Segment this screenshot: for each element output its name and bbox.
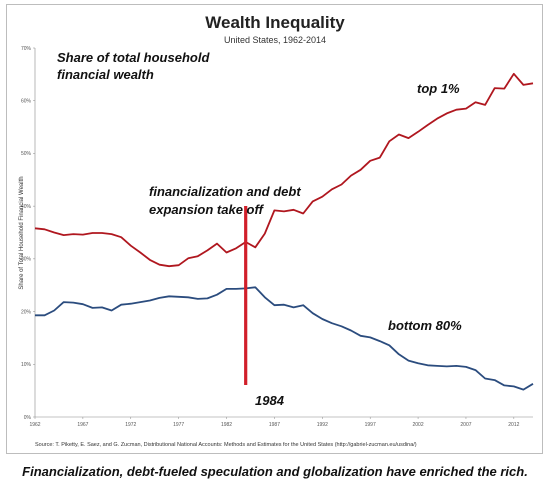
top1-series-label: top 1% — [417, 81, 460, 96]
marker-year-label: 1984 — [255, 393, 285, 408]
y-tick-label: 30% — [21, 257, 32, 263]
chart-subtitle: United States, 1962-2014 — [224, 35, 326, 45]
wealth-share-annotation-line2: financial wealth — [57, 67, 154, 82]
chart-frame: Wealth Inequality United States, 1962-20… — [6, 4, 543, 454]
x-tick-label: 1962 — [29, 422, 40, 428]
x-tick-label: 1992 — [317, 422, 328, 428]
y-tick-label: 0% — [24, 415, 32, 421]
series-layer — [34, 72, 534, 391]
y-axis-label: Share of Total Household Financial Wealt… — [19, 176, 25, 289]
y-tick-label: 40% — [21, 204, 32, 210]
financialization-annotation-line1: financialization and debt — [149, 184, 301, 199]
financialization-annotation-line2: expansion take off — [149, 202, 265, 217]
x-tick-label: 1997 — [365, 422, 376, 428]
bottom80-series-label: bottom 80% — [388, 318, 462, 333]
x-tick-label: 1987 — [269, 422, 280, 428]
y-tick-label: 20% — [21, 309, 32, 315]
x-tick-label: 1982 — [221, 422, 232, 428]
x-tick-label: 1972 — [125, 422, 136, 428]
series-line-bottom80 — [35, 286, 534, 391]
y-tick-label: 70% — [21, 46, 32, 52]
wealth-chart: Wealth Inequality United States, 1962-20… — [19, 13, 534, 448]
series-line-top1 — [34, 72, 534, 268]
x-tick-label: 2007 — [460, 422, 471, 428]
y-tick-label: 50% — [21, 151, 32, 157]
x-tick-label: 2002 — [413, 422, 424, 428]
axes: 0% 10% 20% 30% 40% 50% 60% 70% 1962 1967 1972 1977 1… — [21, 46, 533, 428]
wealth-share-annotation-line1: Share of total household — [57, 50, 210, 65]
chart-title: Wealth Inequality — [205, 13, 345, 32]
x-tick-label: 1977 — [173, 422, 184, 428]
figure-caption: Financialization, debt-fueled speculatio… — [22, 464, 528, 479]
x-tick-label: 2012 — [508, 422, 519, 428]
y-tick-label: 10% — [21, 362, 32, 368]
y-tick-label: 60% — [21, 99, 32, 105]
source-note: Source: T. Piketty, E. Saez, and G. Zucm… — [35, 442, 417, 448]
x-tick-label: 1967 — [77, 422, 88, 428]
